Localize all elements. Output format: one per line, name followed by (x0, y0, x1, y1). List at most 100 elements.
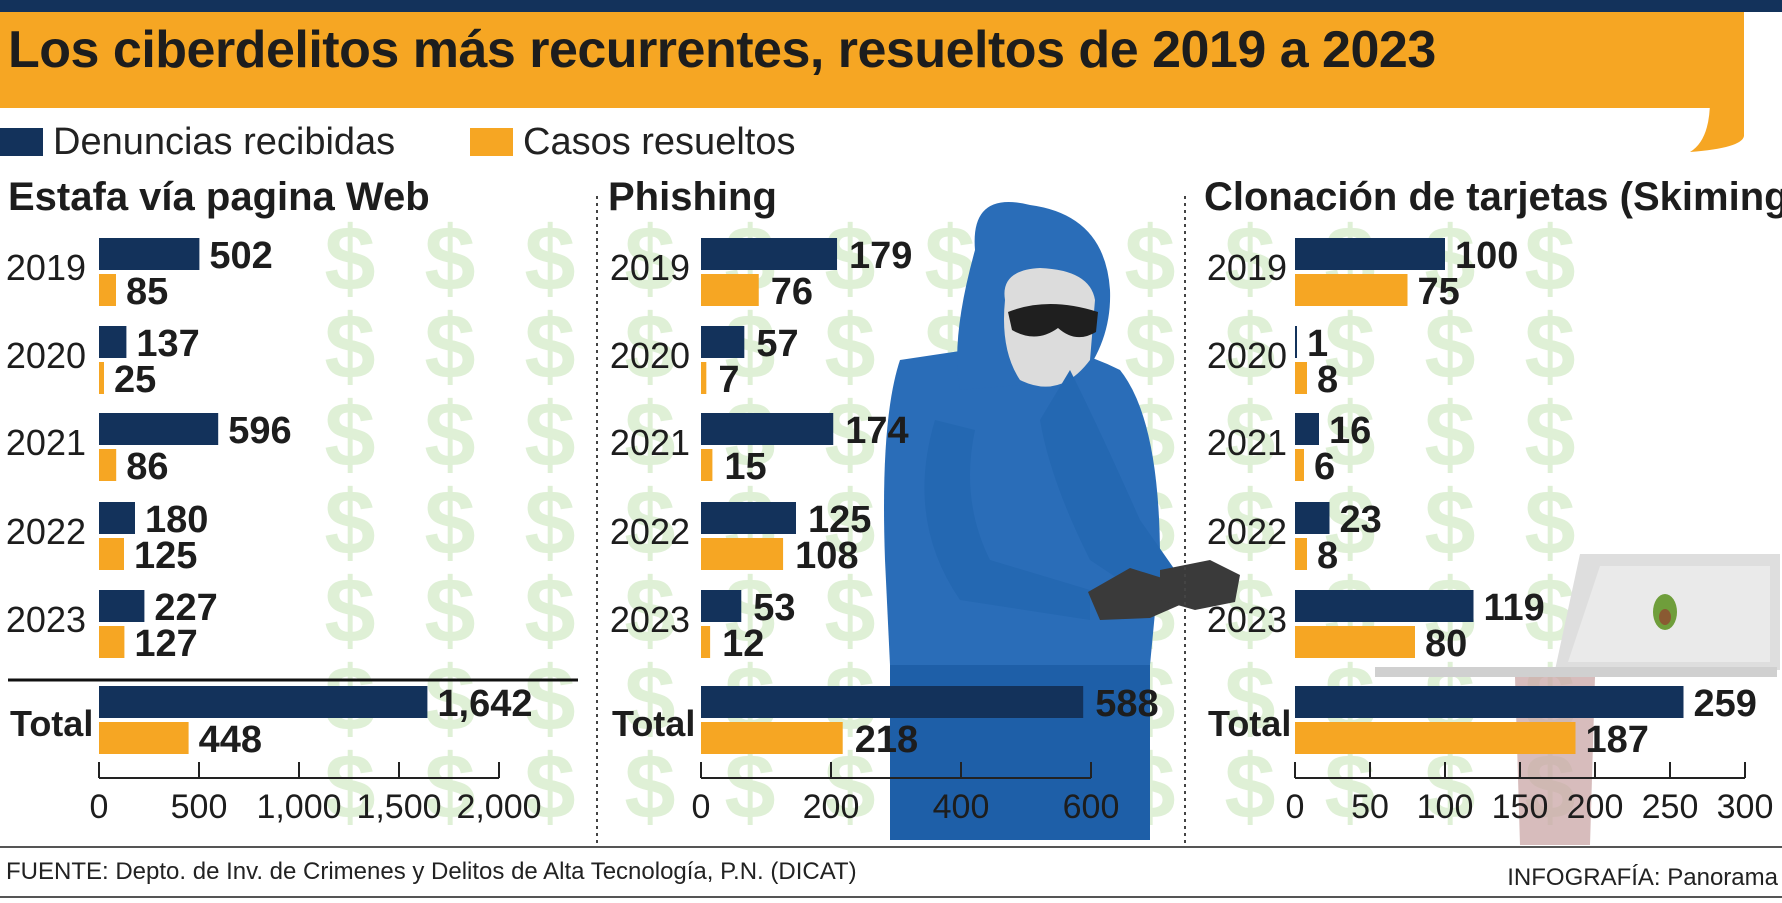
bar-resueltos (1295, 362, 1307, 394)
dollar-sign-decoration: $ (1224, 208, 1275, 310)
dollar-sign-decoration: $ (1124, 296, 1175, 398)
bar-resueltos (1295, 274, 1408, 306)
footer-divider-top (0, 846, 1782, 848)
total-label: Total (1208, 703, 1291, 744)
laptop-illustration (1375, 554, 1780, 845)
dollar-sign-decoration: $ (1524, 208, 1575, 310)
top-bar (0, 0, 1782, 12)
year-label: 2022 (610, 511, 690, 552)
bar-resueltos (1295, 626, 1415, 658)
bar-resueltos (701, 362, 707, 394)
bar-denuncias (1295, 590, 1474, 622)
dollar-sign-decoration: $ (624, 296, 675, 398)
dollar-sign-decoration: $ (424, 208, 475, 310)
x-tick-label: 250 (1642, 788, 1699, 826)
x-tick-label: 1,500 (356, 788, 441, 826)
dollar-sign-decoration: $ (1324, 296, 1375, 398)
dollar-sign-decoration: $ (624, 384, 675, 486)
dollar-sign-decoration: $ (1224, 472, 1275, 574)
legend-label-denuncias: Denuncias recibidas (53, 120, 396, 163)
total-label: Total (612, 703, 695, 744)
year-label: 2020 (610, 335, 690, 376)
legend-item-resueltos: Casos resueltos (470, 118, 795, 166)
dollar-sign-decoration: $ (524, 560, 575, 662)
x-tick-label: 100 (1417, 788, 1474, 826)
dollar-sign-decoration: $ (524, 472, 575, 574)
total-bar-resueltos (99, 722, 189, 754)
value-label-resueltos: 86 (126, 446, 168, 488)
year-label: 2021 (610, 422, 690, 463)
value-label-denuncias: 16 (1329, 410, 1371, 452)
dollar-sign-decoration: $ (424, 736, 475, 838)
footer-divider-bottom (0, 896, 1782, 898)
x-tick-label: 200 (1567, 788, 1624, 826)
year-label: 2022 (1207, 511, 1287, 552)
value-label-denuncias: 179 (849, 235, 912, 277)
dollar-sign-decoration: $ (324, 560, 375, 662)
bar-resueltos (701, 274, 759, 306)
legend-label-resueltos: Casos resueltos (523, 120, 796, 163)
year-label: 2021 (1207, 422, 1287, 463)
bar-denuncias (99, 413, 219, 445)
dollar-sign-decoration: $ (324, 208, 375, 310)
total-bar-denuncias (701, 686, 1084, 718)
value-label-denuncias: 100 (1455, 235, 1518, 277)
dollar-sign-decoration: $ (424, 648, 475, 750)
dollar-sign-decoration: $ (1224, 384, 1275, 486)
dollar-sign-decoration: $ (1424, 384, 1475, 486)
value-label-denuncias: 502 (209, 235, 272, 277)
value-label-denuncias: 1 (1307, 323, 1328, 365)
value-label-resueltos: 15 (724, 446, 766, 488)
value-label-resueltos: 125 (134, 535, 197, 577)
dollar-sign-decoration: $ (824, 560, 875, 662)
total-bar-resueltos (701, 722, 843, 754)
value-label-resueltos: 80 (1425, 623, 1467, 665)
value-label-resueltos: 25 (114, 359, 156, 401)
value-label-resueltos: 6 (1314, 446, 1335, 488)
speech-tail-shape (1690, 100, 1744, 152)
x-tick-label: 0 (1286, 788, 1305, 826)
dollar-sign-decoration: $ (424, 472, 475, 574)
legend-item-denuncias: Denuncias recibidas (0, 118, 395, 166)
year-label: 2023 (610, 599, 690, 640)
bar-denuncias (1295, 238, 1445, 270)
total-label: Total (10, 703, 93, 744)
value-label-denuncias: 57 (756, 323, 798, 365)
dollar-sign-decoration: $ (1424, 472, 1475, 574)
dollar-sign-decoration: $ (1324, 384, 1375, 486)
bar-resueltos (99, 538, 124, 570)
dollar-sign-decoration: $ (324, 384, 375, 486)
total-value-resueltos: 187 (1586, 719, 1649, 761)
year-label: 2020 (6, 335, 86, 376)
dollar-sign-decoration: $ (524, 648, 575, 750)
bar-denuncias (99, 238, 200, 270)
total-bar-denuncias (99, 686, 428, 718)
x-tick-label: 50 (1351, 788, 1389, 826)
dollar-sign-decoration: $ (624, 208, 675, 310)
dollar-sign-decoration: $ (1524, 296, 1575, 398)
bar-denuncias (99, 326, 127, 358)
x-tick-label: 300 (1717, 788, 1774, 826)
x-tick-label: 1,000 (256, 788, 341, 826)
chart-title: Phishing (608, 175, 777, 219)
value-label-resueltos: 76 (771, 271, 813, 313)
bar-denuncias (701, 413, 834, 445)
value-label-denuncias: 180 (145, 499, 208, 541)
bar-denuncias (701, 326, 745, 358)
title-banner (0, 12, 1744, 108)
legend-swatch-denuncias (0, 128, 43, 156)
dollar-sign-decoration: $ (624, 560, 675, 662)
bar-resueltos (99, 626, 125, 658)
dollar-sign-decoration: $ (324, 736, 375, 838)
dollar-sign-decoration: $ (424, 296, 475, 398)
year-label: 2019 (610, 247, 690, 288)
dollar-sign-decoration: $ (424, 384, 475, 486)
chart-title: Clonación de tarjetas (Skiming) (1204, 175, 1782, 219)
bar-denuncias (1295, 326, 1297, 358)
year-label: 2022 (6, 511, 86, 552)
total-value-denuncias: 588 (1095, 683, 1158, 725)
value-label-denuncias: 137 (136, 323, 199, 365)
bar-denuncias (1295, 413, 1319, 445)
dollar-sign-decoration: $ (1424, 296, 1475, 398)
